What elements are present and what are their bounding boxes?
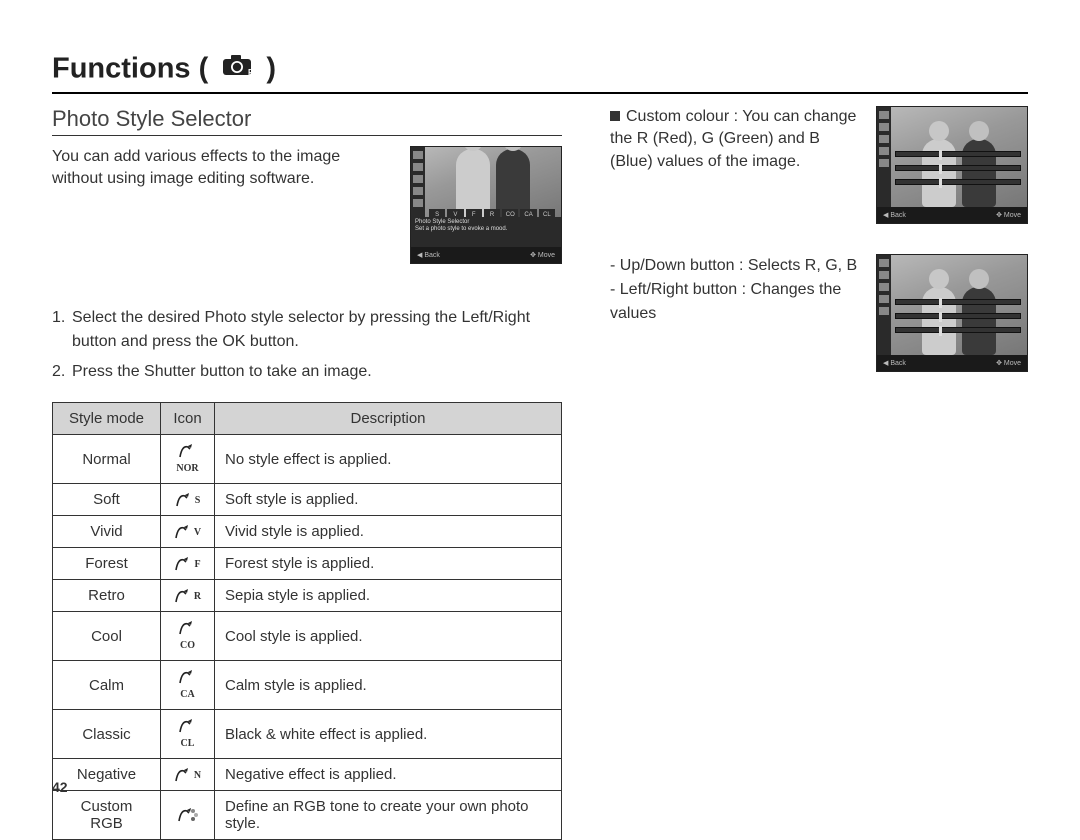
step-2-text: Press the Shutter button to take an imag… xyxy=(72,360,372,384)
cell-desc: No style effect is applied. xyxy=(215,435,562,484)
svg-text:Fn: Fn xyxy=(248,68,256,77)
thumb-back: Back xyxy=(890,360,906,367)
cell-mode: Negative xyxy=(53,759,161,791)
cell-desc: Calm style is applied. xyxy=(215,661,562,710)
cell-desc: Cool style is applied. xyxy=(215,612,562,661)
cell-mode: Vivid xyxy=(53,516,161,548)
thumb-photo: SVFRCOCACL xyxy=(411,147,561,217)
cell-mode: Calm xyxy=(53,661,161,710)
cell-mode: Soft xyxy=(53,484,161,516)
right-column: Custom colour : You can change the R (Re… xyxy=(610,106,1028,840)
cell-icon: CA xyxy=(161,661,215,710)
thumb-back: Back xyxy=(890,212,906,219)
title-suffix: ) xyxy=(258,53,276,85)
thumb-footer: ◀ Back ✥ Move xyxy=(877,355,1027,371)
th-icon: Icon xyxy=(161,403,215,435)
rgb-instructions-block: Up/Down button : Selects R, G, B Left/Ri… xyxy=(610,254,1028,372)
cell-icon: F xyxy=(161,548,215,580)
table-row: VividVVivid style is applied. xyxy=(53,516,562,548)
page-number: 42 xyxy=(52,779,68,795)
thumb-info-line1: Photo Style Selector xyxy=(415,219,557,226)
bullet-leftright: Left/Right button : Changes the values xyxy=(610,278,858,326)
th-desc: Description xyxy=(215,403,562,435)
rgb-instructions: Up/Down button : Selects R, G, B Left/Ri… xyxy=(610,254,858,326)
cell-icon: N xyxy=(161,759,215,791)
title-prefix: Functions ( xyxy=(52,53,216,85)
thumb-footer: ◀ Back ✥ Move xyxy=(411,247,561,263)
custom-colour-text: Custom colour : You can change the R (Re… xyxy=(610,106,858,173)
cell-icon: CO xyxy=(161,612,215,661)
table-row: NormalNORNo style effect is applied. xyxy=(53,435,562,484)
rgb-sliders xyxy=(895,151,1021,185)
cell-desc: Black & white effect is applied. xyxy=(215,710,562,759)
section-title: Photo Style Selector xyxy=(52,106,562,136)
thumb-icon-row: SVFRCOCACL xyxy=(429,209,555,217)
thumb-info-line2: Set a photo style to evoke a mood. xyxy=(415,226,557,233)
thumb-rgb-1-photo xyxy=(877,107,1027,207)
custom-colour-block: Custom colour : You can change the R (Re… xyxy=(610,106,1028,224)
table-row: ClassicCLBlack & white effect is applied… xyxy=(53,710,562,759)
cell-mode: Forest xyxy=(53,548,161,580)
thumb-rgb-2-photo xyxy=(877,255,1027,355)
step-2: 2.Press the Shutter button to take an im… xyxy=(52,360,562,384)
cell-mode: Custom RGB xyxy=(53,791,161,840)
left-column: Photo Style Selector You can add various… xyxy=(52,106,562,840)
styles-table: Style mode Icon Description NormalNORNo … xyxy=(52,402,562,840)
cell-mode: Classic xyxy=(53,710,161,759)
rgb-sliders xyxy=(895,299,1021,333)
cell-desc: Sepia style is applied. xyxy=(215,580,562,612)
table-row: ForestFForest style is applied. xyxy=(53,548,562,580)
thumb-info-strip: Photo Style Selector Set a photo style t… xyxy=(411,217,561,247)
thumb-side-icons xyxy=(877,255,891,355)
table-header-row: Style mode Icon Description xyxy=(53,403,562,435)
bullet-updown: Up/Down button : Selects R, G, B xyxy=(610,254,858,278)
thumb-footer: ◀ Back ✥ Move xyxy=(877,207,1027,223)
thumb-side-icons xyxy=(411,147,425,217)
cell-icon: CL xyxy=(161,710,215,759)
thumb-move: Move xyxy=(538,252,555,259)
cell-mode: Cool xyxy=(53,612,161,661)
intro-row: You can add various effects to the image… xyxy=(52,146,562,264)
page-title: Functions ( Fn ) xyxy=(52,52,276,88)
cell-icon: S xyxy=(161,484,215,516)
table-row: Custom RGB Define an RGB tone to create y… xyxy=(53,791,562,840)
thumb-rgb-2: ◀ Back ✥ Move xyxy=(876,254,1028,372)
th-mode: Style mode xyxy=(53,403,161,435)
camera-fn-icon: Fn xyxy=(222,52,256,85)
table-row: CalmCACalm style is applied. xyxy=(53,661,562,710)
cell-icon: R xyxy=(161,580,215,612)
page-title-row: Functions ( Fn ) xyxy=(52,52,1028,94)
thumb-style-selector: SVFRCOCACL Photo Style Selector Set a ph… xyxy=(410,146,562,264)
cell-desc: Define an RGB tone to create your own ph… xyxy=(215,791,562,840)
cell-mode: Normal xyxy=(53,435,161,484)
step-1-text: Select the desired Photo style selector … xyxy=(72,306,562,354)
custom-label: Custom colour : xyxy=(626,108,738,125)
cell-icon: NOR xyxy=(161,435,215,484)
square-bullet-icon xyxy=(610,111,620,121)
table-row: RetroRSepia style is applied. xyxy=(53,580,562,612)
thumb-move: Move xyxy=(1004,212,1021,219)
step-1: 1.Select the desired Photo style selecto… xyxy=(52,306,562,354)
cell-desc: Negative effect is applied. xyxy=(215,759,562,791)
thumb-move: Move xyxy=(1004,360,1021,367)
cell-mode: Retro xyxy=(53,580,161,612)
cell-icon: V xyxy=(161,516,215,548)
intro-text: You can add various effects to the image… xyxy=(52,146,394,189)
thumb-rgb-1: ◀ Back ✥ Move xyxy=(876,106,1028,224)
cell-desc: Soft style is applied. xyxy=(215,484,562,516)
columns: Photo Style Selector You can add various… xyxy=(52,106,1028,840)
cell-icon xyxy=(161,791,215,840)
table-row: CoolCOCool style is applied. xyxy=(53,612,562,661)
cell-desc: Vivid style is applied. xyxy=(215,516,562,548)
table-row: NegativeNNegative effect is applied. xyxy=(53,759,562,791)
steps: 1.Select the desired Photo style selecto… xyxy=(52,306,562,384)
cell-desc: Forest style is applied. xyxy=(215,548,562,580)
thumb-side-icons xyxy=(877,107,891,207)
thumb-back: Back xyxy=(424,252,440,259)
table-row: SoftSSoft style is applied. xyxy=(53,484,562,516)
